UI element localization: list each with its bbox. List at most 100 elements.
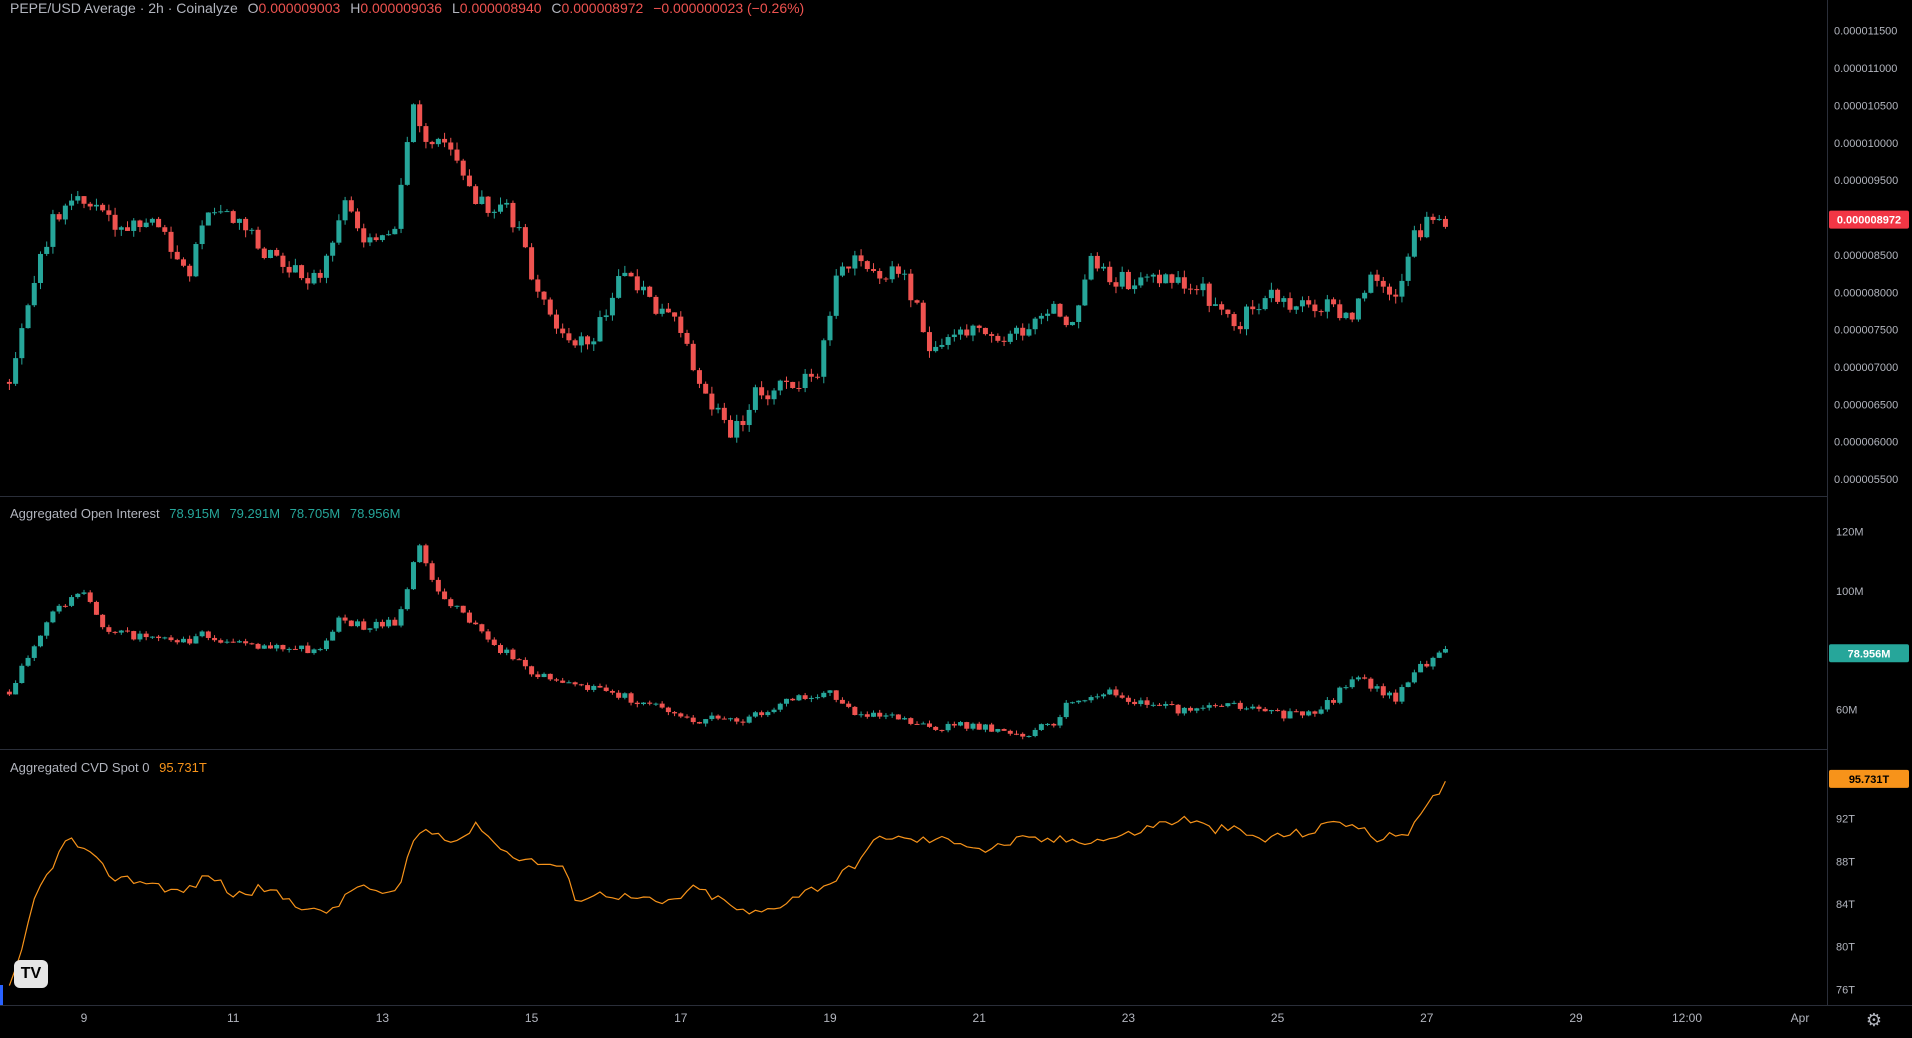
price-candle bbox=[659, 308, 665, 314]
price-candle bbox=[131, 220, 137, 231]
oi-candle bbox=[877, 712, 883, 717]
oi-candle bbox=[311, 649, 317, 654]
oi-candle bbox=[268, 645, 273, 649]
oi-candle bbox=[740, 721, 746, 723]
price-candle bbox=[653, 296, 659, 314]
price-candle bbox=[1188, 288, 1194, 290]
time-axis-label: 23 bbox=[1122, 1011, 1136, 1025]
price-candle bbox=[696, 370, 702, 384]
oi-candle bbox=[1324, 700, 1330, 710]
price-candle bbox=[404, 142, 410, 185]
oi-candle bbox=[118, 630, 124, 633]
oi-candle bbox=[1424, 663, 1430, 667]
oi-candle bbox=[1014, 733, 1019, 735]
price-candle bbox=[1063, 316, 1069, 326]
oi-candle bbox=[522, 659, 528, 667]
oi-candle bbox=[1355, 677, 1361, 680]
oi-candle bbox=[1306, 711, 1312, 716]
oi-candle bbox=[752, 712, 758, 717]
price-candle bbox=[323, 255, 329, 278]
oi-candle bbox=[696, 722, 702, 724]
price-candle bbox=[392, 228, 398, 235]
tradingview-logo-icon[interactable]: TV bbox=[14, 960, 48, 988]
price-candle bbox=[989, 334, 995, 336]
price-candle bbox=[1069, 321, 1075, 326]
oi-close: 78.956M bbox=[349, 506, 401, 521]
price-candle bbox=[1045, 313, 1051, 316]
oi-candle bbox=[1156, 704, 1162, 706]
oi-candle bbox=[1163, 704, 1169, 706]
oi-candle bbox=[895, 714, 901, 720]
price-candle bbox=[1225, 309, 1231, 315]
oi-candle bbox=[808, 697, 814, 699]
price-candle bbox=[280, 255, 286, 267]
oi-candle bbox=[746, 716, 752, 723]
price-tick-label: 0.000008500 bbox=[1834, 250, 1898, 262]
price-candle bbox=[485, 196, 491, 213]
oi-candle bbox=[858, 714, 864, 716]
settings-gear-icon[interactable]: ⚙ bbox=[1865, 1010, 1883, 1030]
cvd-title[interactable]: Aggregated CVD Spot 0 bbox=[10, 760, 150, 775]
oi-candle bbox=[945, 723, 951, 731]
oi-candle bbox=[1430, 657, 1436, 667]
oi-candle bbox=[1113, 689, 1119, 696]
time-axis-label: 12:00 bbox=[1672, 1011, 1702, 1025]
price-candle bbox=[703, 383, 709, 394]
oi-candle bbox=[1125, 697, 1131, 702]
price-candle bbox=[1026, 329, 1032, 336]
oi-candle bbox=[504, 649, 510, 653]
price-candle bbox=[255, 229, 261, 249]
price-candle bbox=[883, 278, 889, 280]
price-candle bbox=[466, 175, 472, 187]
price-candle bbox=[37, 253, 43, 283]
time-axis-label: 15 bbox=[525, 1011, 539, 1025]
oi-title[interactable]: Aggregated Open Interest bbox=[10, 506, 160, 521]
oi-candle bbox=[317, 649, 323, 651]
price-candle bbox=[1355, 298, 1361, 320]
oi-candle bbox=[684, 716, 690, 718]
oi-candle bbox=[249, 643, 255, 645]
oi-candle bbox=[560, 680, 566, 683]
oi-candle bbox=[547, 673, 553, 680]
price-candle bbox=[218, 211, 224, 213]
oi-candle bbox=[473, 622, 479, 625]
oi-candle bbox=[19, 665, 25, 684]
pane-separator-1[interactable] bbox=[0, 496, 1827, 497]
oi-candle bbox=[529, 666, 535, 675]
oi-tag: 78.956M bbox=[1848, 648, 1891, 660]
price-tick-label: 0.000010500 bbox=[1834, 100, 1898, 112]
oi-candle bbox=[100, 614, 106, 628]
oi-candle bbox=[1206, 705, 1212, 708]
oi-candle bbox=[323, 640, 329, 650]
time-axis-label: Apr bbox=[1791, 1011, 1810, 1025]
price-candle bbox=[442, 138, 448, 143]
price-candle bbox=[578, 336, 584, 346]
price-candle bbox=[852, 255, 858, 269]
price-candle bbox=[553, 314, 559, 329]
oi-candle bbox=[982, 724, 988, 730]
oi-candle bbox=[212, 637, 218, 641]
price-candle bbox=[417, 104, 423, 127]
price-candle bbox=[118, 227, 124, 230]
price-candle bbox=[1200, 283, 1206, 291]
cvd-tag-bg bbox=[1829, 769, 1909, 788]
pane-separator-2[interactable] bbox=[0, 749, 1827, 750]
price-candle bbox=[1281, 298, 1287, 302]
price-candle bbox=[920, 302, 926, 333]
low-label: L bbox=[451, 0, 460, 16]
price-candle bbox=[976, 325, 982, 328]
price-candle bbox=[454, 149, 460, 161]
cvd-value: 95.731T bbox=[159, 760, 207, 775]
price-candle bbox=[1181, 277, 1187, 289]
price-candle bbox=[491, 211, 497, 213]
oi-candle bbox=[1268, 710, 1274, 712]
oi-candle bbox=[765, 712, 771, 716]
oi-candle bbox=[591, 685, 597, 690]
price-candle bbox=[1430, 216, 1436, 221]
symbol-label[interactable]: PEPE/USD Average · 2h · Coinalyze bbox=[10, 0, 238, 16]
price-tick-label: 0.000006500 bbox=[1834, 399, 1898, 411]
oi-candle bbox=[1188, 707, 1194, 711]
oi-candle bbox=[964, 722, 970, 729]
price-candle bbox=[1206, 283, 1212, 306]
